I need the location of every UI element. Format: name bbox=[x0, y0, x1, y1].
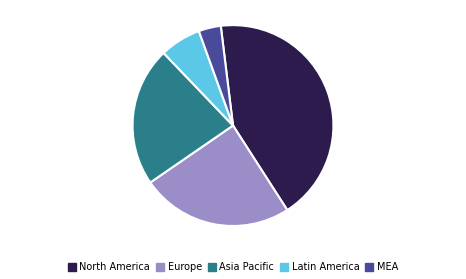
Wedge shape bbox=[132, 53, 233, 182]
Wedge shape bbox=[199, 26, 233, 126]
Legend: North America, Europe, Asia Pacific, Latin America, MEA: North America, Europe, Asia Pacific, Lat… bbox=[64, 259, 402, 276]
Wedge shape bbox=[150, 126, 287, 226]
Wedge shape bbox=[221, 25, 334, 210]
Wedge shape bbox=[164, 31, 233, 126]
